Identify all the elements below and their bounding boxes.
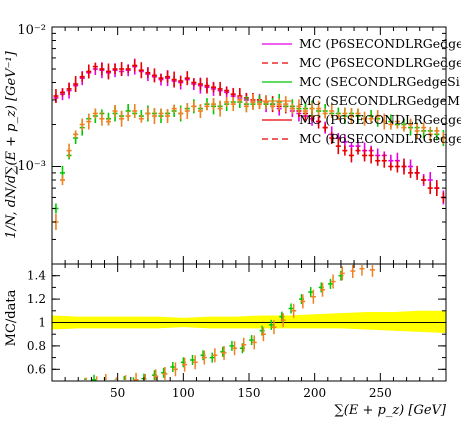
- xtick-label: 200: [303, 386, 326, 400]
- ratio-ytick-label: 0.6: [27, 362, 46, 376]
- legend-label: MC (P6SECONDLRGedge: [299, 36, 461, 51]
- ratio-uncertainty-band: [52, 310, 446, 334]
- main-plot: 10⁻² 10⁻³ 1/N, dN/d∑(E + p_z) [GeV⁻¹] MC…: [4, 23, 461, 265]
- xtick-label: 150: [238, 386, 261, 400]
- ratio-series-1: [76, 265, 375, 381]
- legend-label: MC (SECONDLRGedgeM: [299, 93, 460, 108]
- ratio-plot: 0.6 0.8 1 1.2 1.4 50 100 150 200 250 MC/data ∑(E …: [4, 263, 447, 418]
- main-y-axis-label: 1/N, dN/d∑(E + p_z) [GeV⁻¹]: [4, 50, 19, 238]
- ratio-series-group: [76, 265, 375, 381]
- ratio-axis-ticks: 0.6 0.8 1 1.2 1.4 50 100 150 200 250: [27, 264, 446, 400]
- x-axis-label: ∑(E + p_z) [GeV]: [335, 403, 447, 418]
- series-3: [53, 93, 446, 231]
- xtick-label: 50: [110, 386, 125, 400]
- xtick-label: 250: [369, 386, 392, 400]
- ratio-ytick-label: 1.4: [27, 269, 46, 283]
- legend-label: MC (SECONDLRGedgeSi: [299, 74, 460, 89]
- main-series-group: [53, 58, 446, 231]
- ratio-ytick-label: 1: [38, 316, 46, 330]
- ratio-y-axis-label: MC/data: [4, 289, 19, 346]
- legend-label: MC (P6SECONDLRGedge: [299, 55, 461, 70]
- legend-label: MC (P6SECONDLRGedge: [299, 112, 461, 127]
- ytick-label: 10⁻³: [17, 159, 46, 174]
- ytick-label: 10⁻²: [17, 23, 46, 38]
- legend: MC (P6SECONDLRGedge MC (P6SECONDLRGedge MC…: [262, 36, 461, 146]
- ratio-ytick-label: 0.8: [27, 339, 46, 353]
- ratio-ytick-label: 1.2: [27, 292, 46, 306]
- legend-label: MC (P6SECONDLRGedge: [299, 131, 461, 146]
- xtick-label: 100: [172, 386, 195, 400]
- uncertainty-band: [52, 310, 446, 334]
